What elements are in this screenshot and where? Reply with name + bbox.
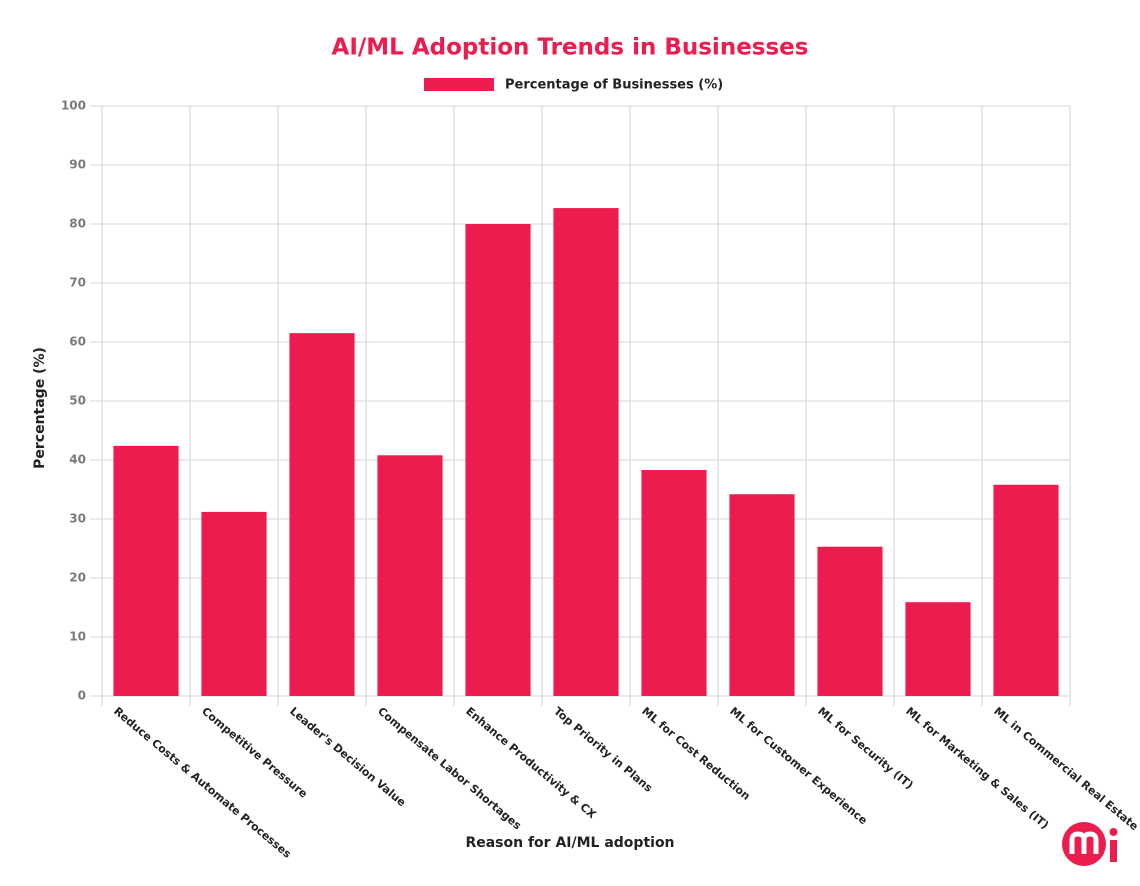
chart-title: AI/ML Adoption Trends in Businesses bbox=[332, 35, 809, 61]
bar bbox=[377, 455, 443, 696]
bar bbox=[465, 224, 531, 696]
y-tick-label: 10 bbox=[69, 630, 86, 644]
y-tick-label: 0 bbox=[78, 689, 86, 703]
x-tick-label: ML in Commercial Real Estate bbox=[991, 705, 1140, 833]
logo-dot bbox=[1109, 828, 1118, 836]
bar bbox=[113, 445, 179, 696]
bar bbox=[201, 511, 267, 696]
legend-swatch bbox=[424, 78, 494, 91]
bar bbox=[553, 208, 619, 696]
bar bbox=[641, 470, 707, 696]
y-axis-title: Percentage (%) bbox=[32, 347, 48, 469]
logo bbox=[1062, 822, 1118, 866]
logo-mark bbox=[1069, 831, 1099, 854]
x-tick-label: Reduce Costs & Automate Processes bbox=[111, 705, 294, 861]
y-tick-label: 30 bbox=[69, 512, 86, 526]
bar bbox=[729, 494, 795, 696]
y-tick-label: 60 bbox=[69, 335, 86, 349]
y-tick-label: 40 bbox=[69, 453, 86, 467]
bar bbox=[993, 484, 1059, 696]
y-tick-label: 50 bbox=[69, 394, 86, 408]
x-tick-label: ML for Marketing & Sales (IT) bbox=[903, 705, 1051, 832]
legend-label: Percentage of Businesses (%) bbox=[505, 78, 723, 93]
bar bbox=[289, 333, 355, 696]
y-tick-label: 80 bbox=[69, 217, 86, 231]
y-tick-label: 70 bbox=[69, 276, 86, 290]
y-tick-label: 20 bbox=[69, 571, 86, 585]
x-tick-label: Top Priority in Plans bbox=[551, 705, 655, 795]
x-tick-label: Compensate Labor Shortages bbox=[375, 705, 524, 833]
logo-i bbox=[1110, 840, 1117, 862]
bar bbox=[817, 546, 883, 696]
x-axis-title: Reason for AI/ML adoption bbox=[465, 835, 674, 851]
y-tick-label: 90 bbox=[69, 158, 86, 172]
x-tick-label: ML for Customer Experience bbox=[727, 705, 870, 828]
y-tick-label: 100 bbox=[61, 99, 86, 113]
bar bbox=[905, 602, 971, 696]
x-tick-label: ML for Security (IT) bbox=[815, 705, 915, 792]
